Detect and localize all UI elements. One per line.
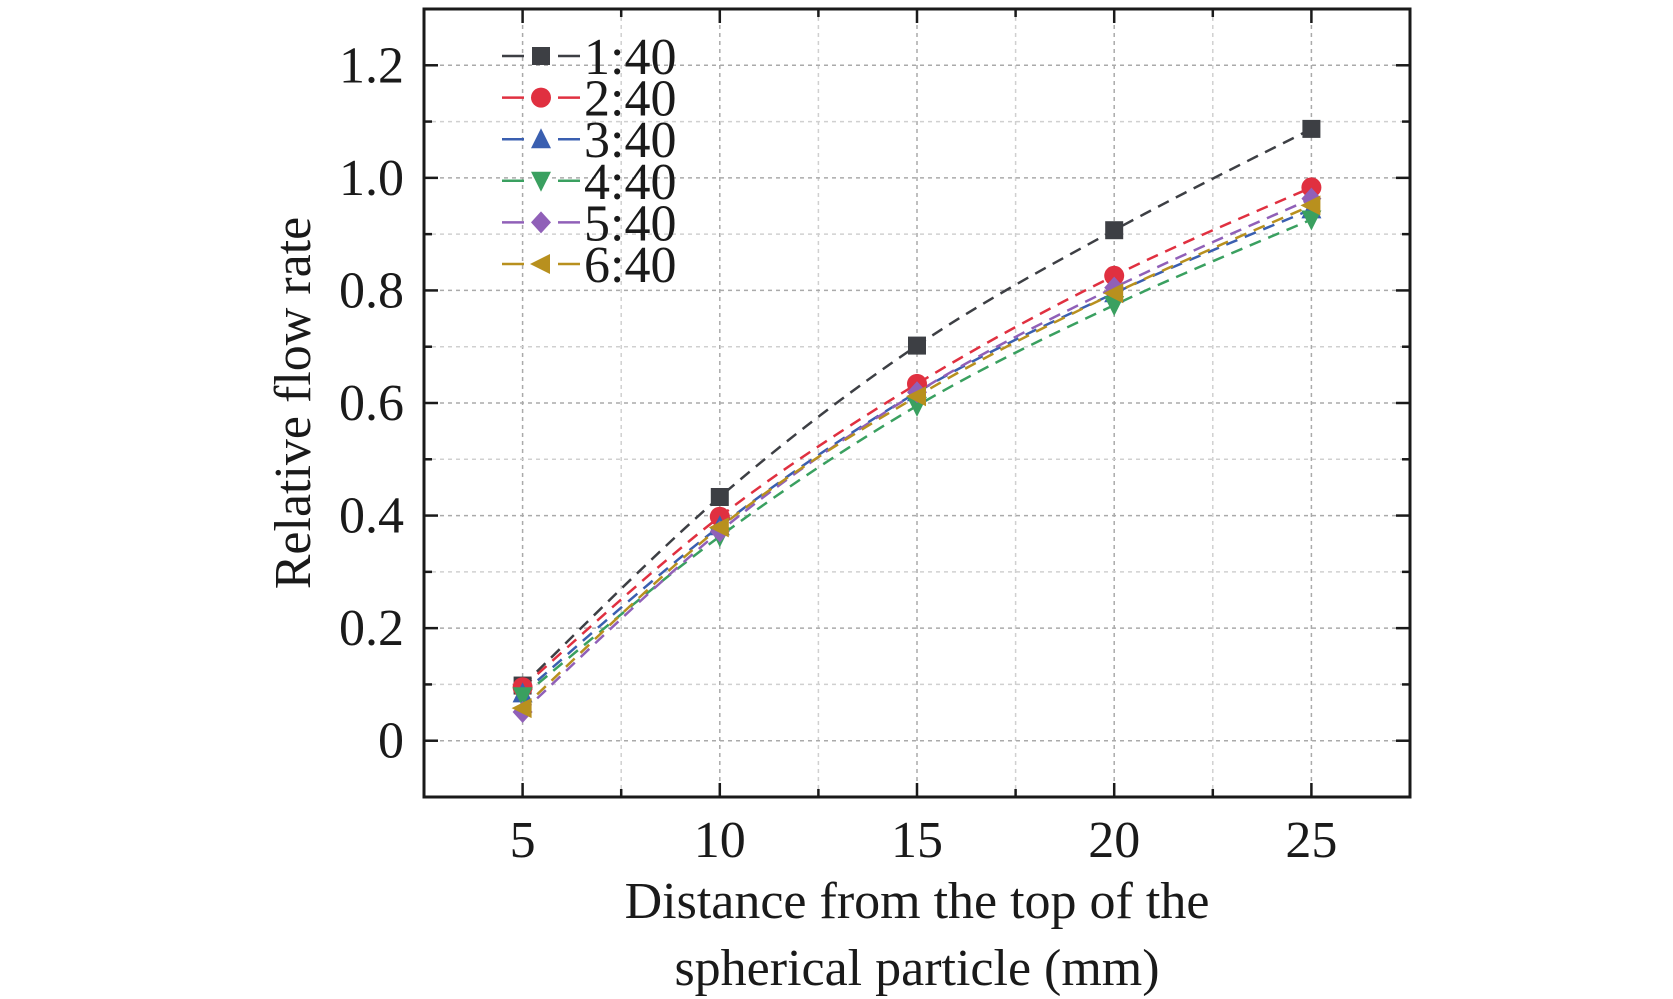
legend-label: 1:40 bbox=[584, 29, 676, 86]
y-tick-label: 1.2 bbox=[339, 37, 404, 94]
data-point-2-40 bbox=[1104, 265, 1125, 286]
y-tick-label: 1.0 bbox=[339, 150, 404, 207]
y-tick-label: 0 bbox=[378, 713, 404, 770]
data-point-4-40 bbox=[512, 687, 533, 708]
series-line-2-40 bbox=[521, 186, 1312, 689]
data-point-6-40 bbox=[1103, 283, 1124, 304]
ticks: 5 10 15 20 25 0 0.2 0.4 0.6 0.8 1.0 1.2 bbox=[339, 7, 1412, 869]
x-tick-label: 20 bbox=[1088, 812, 1140, 869]
legend-label: 2:40 bbox=[584, 71, 676, 128]
x-tick-label: 5 bbox=[510, 812, 536, 869]
legend-marker-3-40 bbox=[531, 128, 551, 149]
legend-marker-4-40 bbox=[531, 171, 551, 192]
series-layer bbox=[511, 119, 1322, 724]
legend-label: 5:40 bbox=[584, 195, 676, 252]
data-point-1-40 bbox=[1105, 221, 1124, 240]
data-point-4-40 bbox=[1301, 210, 1322, 231]
data-point-6-40 bbox=[906, 386, 926, 407]
legend: 1:402:403:404:405:406:40 bbox=[502, 29, 676, 294]
x-axis-title-line-1: Distance from the top of the bbox=[625, 873, 1210, 930]
legend-marker-5-40 bbox=[531, 211, 551, 234]
data-point-1-40 bbox=[1302, 119, 1321, 138]
x-tick-label: 10 bbox=[694, 812, 746, 869]
x-axis-title-line-2: spherical particle (mm) bbox=[674, 940, 1159, 997]
y-tick-label: 0.8 bbox=[339, 262, 404, 319]
legend-label: 4:40 bbox=[584, 154, 676, 211]
series-line-6-40 bbox=[521, 204, 1312, 709]
y-tick-label: 0.6 bbox=[339, 375, 404, 432]
legend-label: 6:40 bbox=[584, 237, 676, 294]
x-tick-label: 15 bbox=[891, 812, 943, 869]
y-tick-label: 0.4 bbox=[339, 488, 404, 545]
data-point-6-40 bbox=[1300, 195, 1321, 216]
data-point-1-40 bbox=[908, 336, 926, 355]
data-point-6-40 bbox=[708, 517, 729, 538]
legend-marker-6-40 bbox=[530, 254, 550, 274]
legend-marker-1-40 bbox=[532, 47, 550, 65]
data-point-2-40 bbox=[1301, 177, 1322, 198]
legend-label: 3:40 bbox=[584, 112, 676, 169]
data-point-1-40 bbox=[710, 487, 729, 506]
data-point-6-40 bbox=[511, 698, 532, 719]
x-tick-label: 25 bbox=[1285, 812, 1337, 869]
legend-marker-2-40 bbox=[531, 87, 551, 108]
y-tick-label: 0.2 bbox=[339, 600, 404, 657]
y-axis-title: Relative flow rate bbox=[265, 217, 322, 590]
